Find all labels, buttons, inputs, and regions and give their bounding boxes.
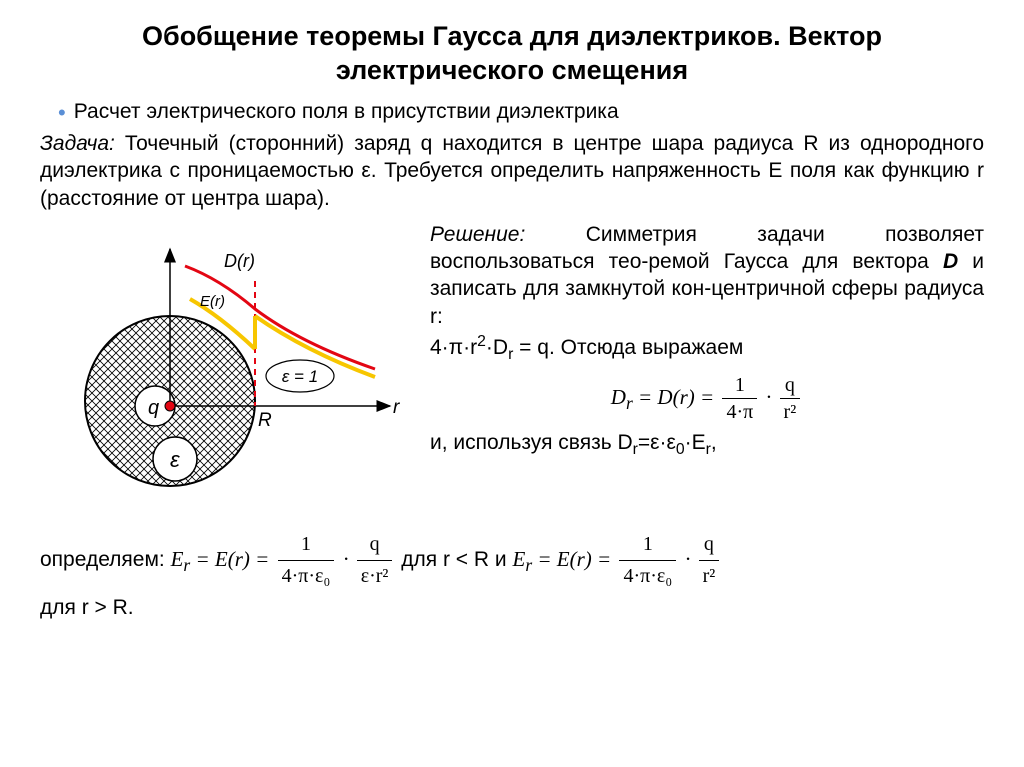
eps1-label: ε = 1 <box>282 367 318 386</box>
problem-text: Точечный (сторонний) заряд q находится в… <box>40 132 984 210</box>
d-label: D(r) <box>224 251 255 271</box>
final-formulas: определяем: Er = E(r) = 14·π·ε₀ · qε·r² … <box>40 529 984 625</box>
problem-label: Задача: <box>40 132 115 155</box>
bullet-text: Расчет электрического поля в присутствии… <box>74 100 619 124</box>
solution-text: Решение: Симметрия задачи позволяет восп… <box>430 221 984 461</box>
diagram: ε = 1 D(r) E(r) q ε R r <box>40 221 420 521</box>
eps-label: ε <box>170 447 180 472</box>
e-label: E(r) <box>200 293 225 310</box>
solution-label: Решение: <box>430 223 525 246</box>
r-label: r <box>393 397 400 418</box>
diagram-svg: ε = 1 D(r) E(r) q ε R r <box>40 221 420 521</box>
R-label: R <box>258 410 272 431</box>
q-label: q <box>148 397 159 419</box>
link-text: и, используя связь Dr=ε·ε0·Er, <box>430 429 984 461</box>
bullet-item: • Расчет электрического поля в присутств… <box>40 100 984 124</box>
page-title: Обобщение теоремы Гаусса для диэлектрико… <box>40 20 984 88</box>
problem-statement: Задача: Точечный (сторонний) заряд q нах… <box>40 130 984 213</box>
charge-dot <box>165 401 175 411</box>
D-formula: Dr = D(r) = 14·π · qr² <box>430 372 984 425</box>
bullet-icon: • <box>58 100 66 124</box>
